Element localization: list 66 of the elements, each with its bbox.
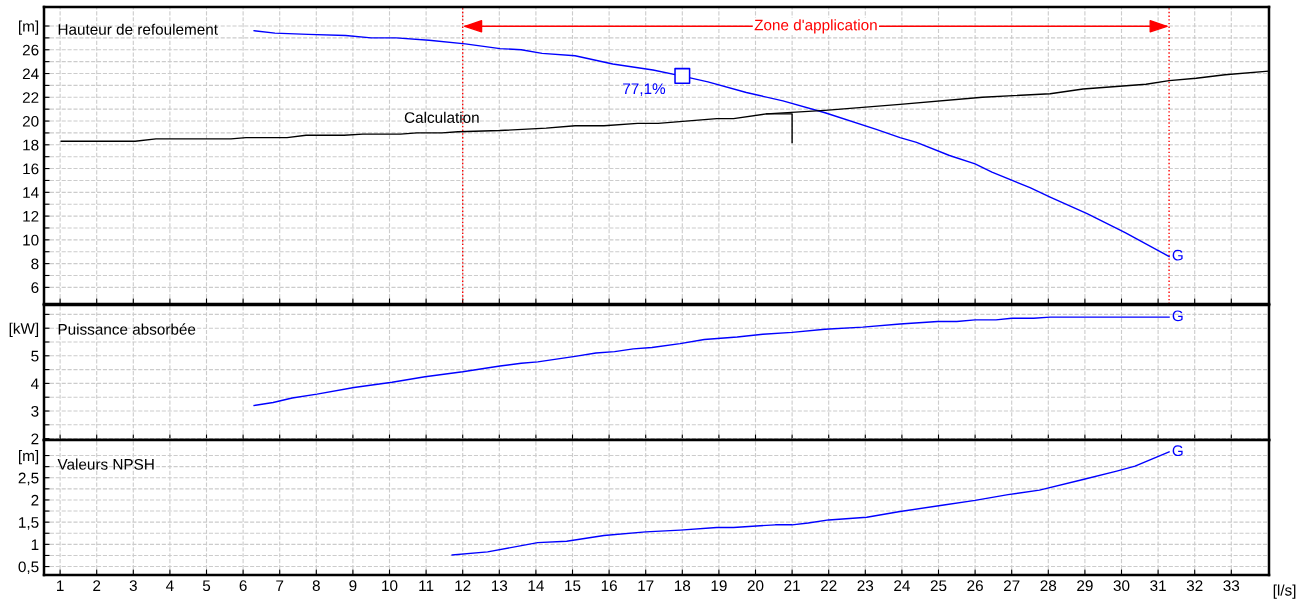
y-tick-label: 10 [23, 234, 39, 246]
annotation: G [1172, 249, 1183, 261]
y-tick-label: 3 [31, 405, 39, 417]
annotation: Zone d'application [754, 19, 877, 34]
y-tick-label: [m] [19, 450, 39, 465]
x-tick-label: 5 [202, 580, 211, 592]
x-tick-label: 14 [528, 580, 544, 591]
y-tick-label: 6 [31, 282, 39, 294]
x-tick-label: 17 [638, 580, 654, 591]
x-tick-label: 21 [784, 580, 800, 591]
x-tick-label: 31 [1150, 580, 1166, 592]
y-tick-label: 18 [23, 139, 39, 151]
x-axis-title: [l/s] [1273, 584, 1296, 599]
x-tick-label: 16 [601, 580, 617, 592]
text: Puissance absorbée [58, 323, 196, 335]
x-tick-label: 25 [930, 580, 947, 592]
x-tick-label: 22 [820, 580, 837, 591]
x-tick-label: 8 [312, 580, 320, 592]
y-tick-label: 24 [22, 68, 39, 80]
x-tick-label: 27 [1003, 580, 1020, 591]
annotation: G [1172, 445, 1183, 457]
x-tick-label: 4 [166, 580, 174, 591]
x-tick-label: 15 [565, 580, 581, 592]
x-tick-label: 18 [674, 580, 691, 592]
y-tick-label: 0,5 [18, 561, 39, 575]
x-tick-label: 6 [239, 580, 247, 592]
x-tick-label: 11 [419, 580, 434, 591]
x-tick-label: 29 [1077, 580, 1093, 592]
annotation: G [1172, 310, 1183, 322]
x-tick-label: 1 [57, 580, 64, 591]
x-tick-label: 26 [967, 580, 983, 592]
x-tick-label: 28 [1040, 580, 1057, 592]
y-tick-label: 20 [22, 115, 39, 127]
y-tick-label: 2 [31, 494, 39, 506]
y-tick-label: 26 [22, 44, 39, 56]
y-tick-label: 5 [31, 350, 39, 362]
x-tick-label: 33 [1223, 580, 1240, 592]
y-tick-label: 2 [31, 433, 39, 445]
y-tick-label: 8 [31, 258, 39, 270]
x-tick-label: 3 [129, 580, 137, 592]
y-tick-label: 1 [31, 539, 39, 550]
y-tick-label: 22 [22, 92, 39, 103]
text: Valeurs NPSH [57, 458, 154, 470]
text: Hauteur de refoulement [58, 23, 218, 35]
x-tick-label: 30 [1113, 580, 1130, 592]
y-tick-label: 16 [23, 163, 39, 175]
annotation: 77,1% [623, 83, 666, 96]
y-tick-label: 2,5 [18, 472, 39, 486]
x-tick-label: 12 [455, 580, 471, 591]
x-tick-label: 7 [276, 580, 284, 591]
x-tick-label: 9 [349, 580, 357, 592]
series-label: Calculation [404, 111, 479, 123]
x-tick-label: 23 [857, 580, 874, 592]
x-tick-label: 20 [747, 580, 764, 592]
y-tick-label: [m] [19, 20, 39, 35]
y-tick-label: 1,5 [19, 517, 39, 530]
x-tick-label: 24 [894, 580, 910, 591]
y-tick-label: [kW] [9, 322, 39, 337]
x-tick-label: 10 [382, 580, 398, 592]
x-tick-label: 2 [93, 580, 101, 591]
x-tick-label: 13 [491, 580, 508, 592]
x-tick-label: 32 [1186, 580, 1203, 592]
y-tick-label: 12 [23, 210, 39, 222]
y-tick-label: 4 [30, 378, 39, 389]
x-tick-label: 19 [711, 580, 727, 592]
y-tick-label: 14 [23, 187, 39, 198]
